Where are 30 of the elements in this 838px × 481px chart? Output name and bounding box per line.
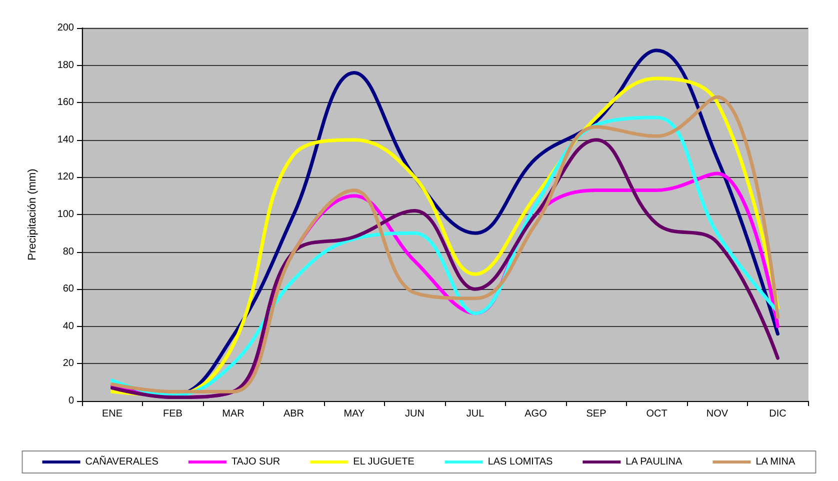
x-tick-label: ABR	[283, 408, 304, 420]
x-tick-label: MAY	[344, 408, 366, 420]
x-tick-label: OCT	[646, 408, 668, 420]
y-tick-label: 100	[57, 209, 74, 220]
y-tick-label: 180	[57, 60, 74, 71]
y-axis-title: Precipitación (mm)	[26, 168, 38, 260]
legend-label: CAÑAVERALES	[85, 456, 159, 468]
legend-label: EL JUGUETE	[353, 456, 415, 468]
y-tick-label: 20	[62, 358, 74, 370]
x-tick-label: MAR	[222, 408, 244, 420]
x-tick-label: AGO	[524, 408, 548, 420]
y-tick-label: 160	[57, 97, 74, 108]
y-tick-label: 60	[62, 284, 74, 295]
legend-label: TAJO SUR	[231, 456, 280, 468]
x-tick-label: JUL	[466, 408, 485, 420]
y-tick-label: 200	[57, 22, 74, 34]
y-tick-label: 40	[62, 320, 74, 332]
y-tick-label: 120	[57, 172, 74, 183]
y-tick-label: 0	[68, 396, 74, 406]
x-tick-label: SEP	[586, 408, 607, 420]
x-tick-label: JUN	[405, 408, 424, 420]
x-tick-label: ENE	[102, 408, 123, 420]
legend-label: LA MINA	[756, 456, 796, 468]
y-tick-label: 140	[57, 134, 74, 146]
x-tick-label: DIC	[769, 408, 786, 420]
y-tick-label: 80	[62, 246, 74, 258]
legend-label: LAS LOMITAS	[488, 456, 553, 468]
x-tick-label: FEB	[163, 408, 183, 420]
legend-label: LA PAULINA	[626, 456, 682, 468]
x-tick-label: NOV	[706, 408, 728, 420]
